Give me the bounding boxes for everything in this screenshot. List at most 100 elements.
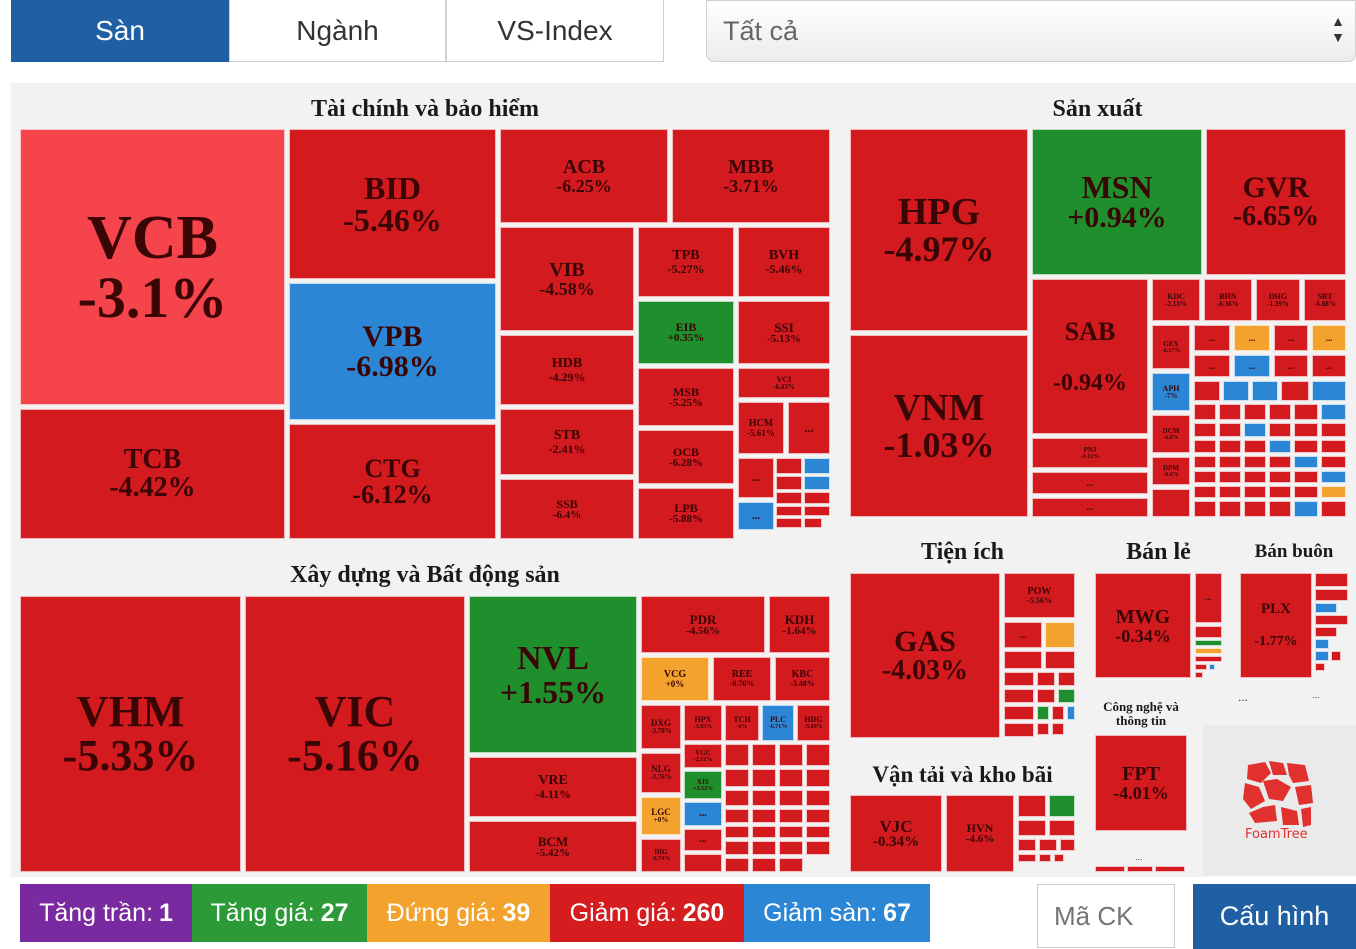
- small-tile[interactable]: [1039, 839, 1057, 851]
- stock-code-search-input[interactable]: [1037, 884, 1175, 948]
- small-tile[interactable]: [1315, 627, 1337, 637]
- stock-tile-gex[interactable]: GEX -6.17%: [1152, 325, 1190, 369]
- small-tile[interactable]: [1315, 603, 1337, 613]
- small-tile[interactable]: [1194, 471, 1216, 483]
- stock-tile-tpb[interactable]: TPB -5.27%: [638, 227, 734, 297]
- small-tile[interactable]: [1095, 866, 1125, 872]
- stock-tile-sjs[interactable]: SJS +3.53%: [684, 771, 722, 799]
- small-tile[interactable]: [1219, 440, 1241, 453]
- small-tile[interactable]: [1223, 381, 1249, 401]
- small-tile[interactable]: [806, 841, 830, 855]
- small-tile[interactable]: [752, 769, 776, 787]
- small-tile[interactable]: [1195, 648, 1222, 654]
- tab-vs-index[interactable]: VS-Index: [446, 0, 664, 62]
- small-tile[interactable]: [779, 809, 803, 823]
- small-tile[interactable]: [1244, 404, 1266, 420]
- more-tile-manufacturing-9[interactable]: ...: [1274, 355, 1308, 377]
- small-tile[interactable]: [725, 744, 749, 766]
- small-tile[interactable]: [1058, 672, 1075, 686]
- stock-tile-sab[interactable]: SAB -0.94%: [1032, 279, 1148, 434]
- small-tile[interactable]: [804, 458, 830, 474]
- small-tile[interactable]: [1315, 651, 1329, 661]
- config-button[interactable]: Cấu hình: [1193, 884, 1356, 949]
- small-tile[interactable]: [1321, 456, 1346, 468]
- stock-tile-vcg[interactable]: VCG +0%: [641, 657, 709, 701]
- small-tile[interactable]: [1294, 501, 1318, 517]
- small-tile[interactable]: [1045, 651, 1075, 669]
- small-tile[interactable]: [1194, 501, 1216, 517]
- stock-tile-nvl[interactable]: NVL +1.55%: [469, 596, 637, 753]
- small-tile[interactable]: [1315, 573, 1348, 587]
- stock-tile-aph[interactable]: APH -7%: [1152, 373, 1190, 411]
- stock-tile-fpt[interactable]: FPT -4.01%: [1095, 735, 1187, 831]
- small-tile[interactable]: [1195, 672, 1203, 678]
- small-tile[interactable]: [806, 826, 830, 838]
- small-tile[interactable]: [779, 858, 803, 872]
- small-tile[interactable]: [1294, 404, 1318, 420]
- small-tile[interactable]: [1052, 706, 1064, 720]
- small-tile[interactable]: [1315, 589, 1348, 601]
- small-tile[interactable]: [779, 790, 803, 806]
- small-tile[interactable]: [1219, 404, 1241, 420]
- small-tile[interactable]: [1294, 456, 1318, 468]
- small-tile[interactable]: [752, 841, 776, 855]
- more-indicator-wholesale-2[interactable]: ...: [1312, 690, 1320, 700]
- stock-tile-dhg[interactable]: DHG -1.39%: [1256, 279, 1300, 321]
- small-tile[interactable]: [776, 476, 802, 490]
- stock-tile-nlg[interactable]: NLG -3.76%: [641, 753, 681, 793]
- small-tile[interactable]: [804, 476, 830, 490]
- small-tile[interactable]: [779, 769, 803, 787]
- small-tile[interactable]: [1321, 471, 1346, 483]
- small-tile[interactable]: [1195, 626, 1222, 638]
- more-tile-retail-1[interactable]: ...: [1195, 573, 1222, 623]
- stock-tile-tch[interactable]: TCH -6%: [725, 705, 759, 741]
- small-tile[interactable]: [1321, 440, 1346, 453]
- stock-tile-gvr[interactable]: GVR -6.65%: [1206, 129, 1346, 275]
- small-tile[interactable]: [1004, 651, 1042, 669]
- small-tile[interactable]: [1004, 689, 1034, 703]
- small-tile[interactable]: [1127, 866, 1153, 872]
- small-tile[interactable]: [804, 518, 822, 528]
- small-tile[interactable]: [1269, 471, 1291, 483]
- small-tile[interactable]: [1052, 723, 1064, 735]
- stock-tile-plc[interactable]: PLC -6.71%: [762, 705, 794, 741]
- small-tile[interactable]: [725, 809, 749, 823]
- small-tile[interactable]: [1219, 501, 1241, 517]
- small-tile[interactable]: [1321, 501, 1346, 517]
- small-tile[interactable]: [1004, 672, 1034, 686]
- stock-tile-lpb[interactable]: LPB -5.88%: [638, 488, 734, 539]
- stock-tile-msn[interactable]: MSN +0.94%: [1032, 129, 1202, 275]
- more-tile-manufacturing-5[interactable]: ...: [1274, 325, 1308, 351]
- small-tile[interactable]: [1209, 664, 1215, 670]
- small-tile[interactable]: [1294, 440, 1318, 453]
- small-tile[interactable]: [1244, 471, 1266, 483]
- small-tile[interactable]: [1321, 486, 1346, 498]
- stock-tile-vic[interactable]: VIC -5.16%: [245, 596, 465, 872]
- small-tile[interactable]: [1244, 486, 1266, 498]
- small-tile[interactable]: [1045, 622, 1075, 648]
- small-tile[interactable]: [804, 506, 830, 516]
- small-tile[interactable]: [776, 506, 802, 516]
- stock-tile-tcb[interactable]: TCB -4.42%: [20, 409, 285, 539]
- small-tile[interactable]: [779, 744, 803, 766]
- small-tile[interactable]: [1049, 820, 1075, 836]
- small-tile[interactable]: [1219, 486, 1241, 498]
- small-tile[interactable]: [684, 854, 722, 872]
- small-tile[interactable]: [752, 858, 776, 872]
- more-tile-finance-1[interactable]: ...: [788, 402, 830, 454]
- small-tile[interactable]: [1331, 651, 1341, 661]
- small-tile[interactable]: [1194, 440, 1216, 453]
- stock-tile-hdb[interactable]: HDB -4.29%: [500, 335, 634, 405]
- small-tile[interactable]: [752, 744, 776, 766]
- small-tile[interactable]: [1315, 639, 1329, 649]
- small-tile[interactable]: [1155, 866, 1185, 872]
- stock-tile-mbb[interactable]: MBB -3.71%: [672, 129, 830, 223]
- stock-tile-ree[interactable]: REE -0.76%: [713, 657, 771, 701]
- small-tile[interactable]: [1004, 706, 1034, 720]
- more-tile-manufacturing-1[interactable]: ...: [1032, 472, 1148, 494]
- small-tile[interactable]: [1219, 456, 1241, 468]
- small-tile[interactable]: [1269, 440, 1291, 453]
- stock-tile-hcm[interactable]: HCM -5.61%: [738, 402, 784, 454]
- stock-tile-bcm[interactable]: BCM -5.42%: [469, 821, 637, 872]
- stock-tile-bhn[interactable]: BHN -6.36%: [1204, 279, 1252, 321]
